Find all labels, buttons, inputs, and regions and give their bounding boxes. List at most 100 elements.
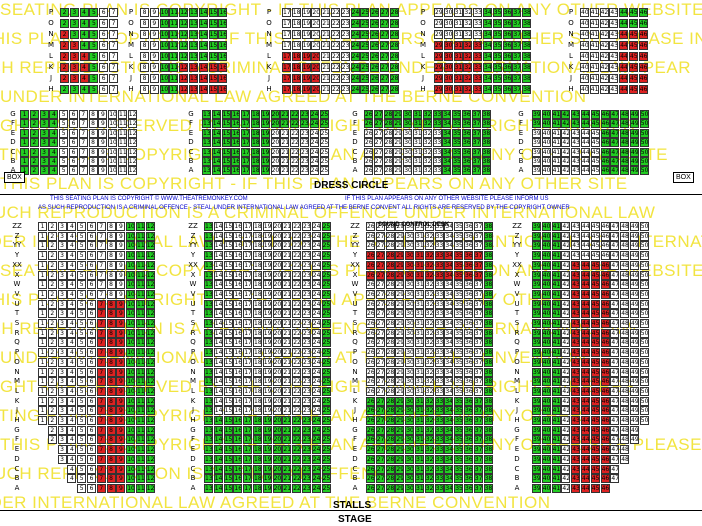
seat[interactable]: 11 xyxy=(136,454,145,464)
seat[interactable]: 38 xyxy=(483,406,493,416)
seat[interactable]: 43 xyxy=(571,270,581,280)
seat[interactable]: 27 xyxy=(375,445,385,455)
seat[interactable]: 7 xyxy=(96,425,106,435)
seat[interactable]: 42 xyxy=(561,348,571,358)
seat[interactable]: 2 xyxy=(47,319,57,328)
seat[interactable]: 8 xyxy=(106,260,116,270)
seat[interactable]: 21 xyxy=(321,85,331,94)
seat[interactable]: 12 xyxy=(127,119,137,129)
seat[interactable]: 23 xyxy=(302,338,311,348)
seat[interactable]: 49 xyxy=(630,357,639,367)
seat[interactable]: 12 xyxy=(145,289,155,299)
seat[interactable]: 31 xyxy=(453,52,463,61)
seat[interactable]: 18 xyxy=(253,406,262,416)
seat[interactable]: 41 xyxy=(551,128,561,138)
seat[interactable]: 29 xyxy=(434,41,443,50)
seat[interactable]: 31 xyxy=(415,222,424,231)
seat[interactable]: 24 xyxy=(311,386,321,396)
seat[interactable]: 47 xyxy=(610,166,620,176)
seat[interactable]: 9 xyxy=(116,357,126,367)
seat[interactable]: 24 xyxy=(311,231,321,241)
seat[interactable]: 2 xyxy=(47,425,57,435)
seat[interactable]: 7 xyxy=(109,41,118,50)
seat[interactable]: 6 xyxy=(69,119,78,129)
seat[interactable]: 18 xyxy=(253,377,262,387)
seat[interactable]: 29 xyxy=(395,319,405,328)
seat[interactable]: 19 xyxy=(262,377,272,387)
seat[interactable]: 38 xyxy=(483,251,493,261)
seat[interactable]: 13 xyxy=(204,416,213,425)
seat[interactable]: 45 xyxy=(590,328,600,338)
seat[interactable]: 26 xyxy=(370,30,380,39)
seat[interactable]: 28 xyxy=(385,483,395,493)
seat[interactable]: 17 xyxy=(243,222,253,231)
seat[interactable]: 25 xyxy=(321,309,331,319)
seat[interactable]: 24 xyxy=(311,280,321,290)
seat[interactable]: 25 xyxy=(321,464,331,474)
seat[interactable]: 47 xyxy=(610,425,620,435)
seat[interactable]: 41 xyxy=(551,289,561,299)
seat[interactable]: 45 xyxy=(590,157,600,166)
seat[interactable]: 41 xyxy=(551,474,561,484)
seat[interactable]: 14 xyxy=(198,52,208,61)
seat[interactable]: 2 xyxy=(47,367,57,377)
seat[interactable]: 11 xyxy=(169,85,179,94)
seat[interactable]: 6 xyxy=(87,231,96,241)
seat[interactable]: 12 xyxy=(145,299,155,309)
seat[interactable]: 34 xyxy=(483,63,492,72)
seat[interactable]: 36 xyxy=(464,328,473,338)
seat[interactable]: 21 xyxy=(282,348,292,358)
seat[interactable]: 20 xyxy=(272,435,282,445)
seat[interactable]: 11 xyxy=(136,231,145,241)
seat[interactable]: 1 xyxy=(38,299,47,309)
seat[interactable]: 41 xyxy=(551,386,561,396)
seat[interactable]: 33 xyxy=(473,19,483,28)
seat[interactable]: 15 xyxy=(221,110,231,119)
seat[interactable]: 35 xyxy=(454,231,464,241)
seat[interactable]: 17 xyxy=(243,338,253,348)
seat[interactable]: 32 xyxy=(424,241,434,251)
seat[interactable]: 9 xyxy=(116,454,126,464)
seat[interactable]: 4 xyxy=(67,251,77,261)
seat[interactable]: 13 xyxy=(202,119,211,129)
seat[interactable]: 43 xyxy=(609,8,619,17)
seat[interactable]: 9 xyxy=(149,19,159,28)
seat[interactable]: 31 xyxy=(453,30,463,39)
seat[interactable]: 30 xyxy=(405,445,415,455)
seat[interactable]: 12 xyxy=(145,396,155,406)
seat[interactable]: 7 xyxy=(78,138,88,148)
seat[interactable]: 43 xyxy=(571,357,581,367)
seat[interactable]: 19 xyxy=(301,52,311,61)
seat[interactable]: 23 xyxy=(340,19,350,28)
seat[interactable]: 10 xyxy=(126,280,136,290)
seat[interactable]: 5 xyxy=(77,251,87,261)
seat[interactable]: 17 xyxy=(241,166,251,176)
seat[interactable]: 19 xyxy=(260,157,270,166)
seat[interactable]: 3 xyxy=(57,348,67,358)
seat[interactable]: 10 xyxy=(108,138,118,148)
seat[interactable]: 40 xyxy=(541,445,551,455)
seat[interactable]: 3 xyxy=(57,328,67,338)
seat[interactable]: 5 xyxy=(77,445,87,455)
seat[interactable]: 28 xyxy=(385,396,395,406)
seat[interactable]: 8 xyxy=(140,63,149,72)
seat[interactable]: 35 xyxy=(454,386,464,396)
seat[interactable]: 42 xyxy=(561,386,571,396)
seat[interactable]: 16 xyxy=(218,30,228,39)
seat[interactable]: 46 xyxy=(600,386,610,396)
seat[interactable]: 49 xyxy=(630,406,639,416)
seat[interactable]: 15 xyxy=(223,299,233,309)
seat[interactable]: 16 xyxy=(233,280,243,290)
seat[interactable]: 2 xyxy=(47,260,57,270)
seat[interactable]: 27 xyxy=(375,386,385,396)
seat[interactable]: 21 xyxy=(280,110,290,119)
seat[interactable]: 21 xyxy=(282,222,292,231)
seat[interactable]: 46 xyxy=(600,319,610,328)
seat[interactable]: 19 xyxy=(262,231,272,241)
seat[interactable]: 26 xyxy=(370,52,380,61)
seat[interactable]: 17 xyxy=(243,251,253,261)
seat[interactable]: 46 xyxy=(638,19,648,28)
seat[interactable]: 4 xyxy=(49,128,59,138)
seat[interactable]: 16 xyxy=(231,128,241,138)
seat[interactable]: 16 xyxy=(233,348,243,358)
